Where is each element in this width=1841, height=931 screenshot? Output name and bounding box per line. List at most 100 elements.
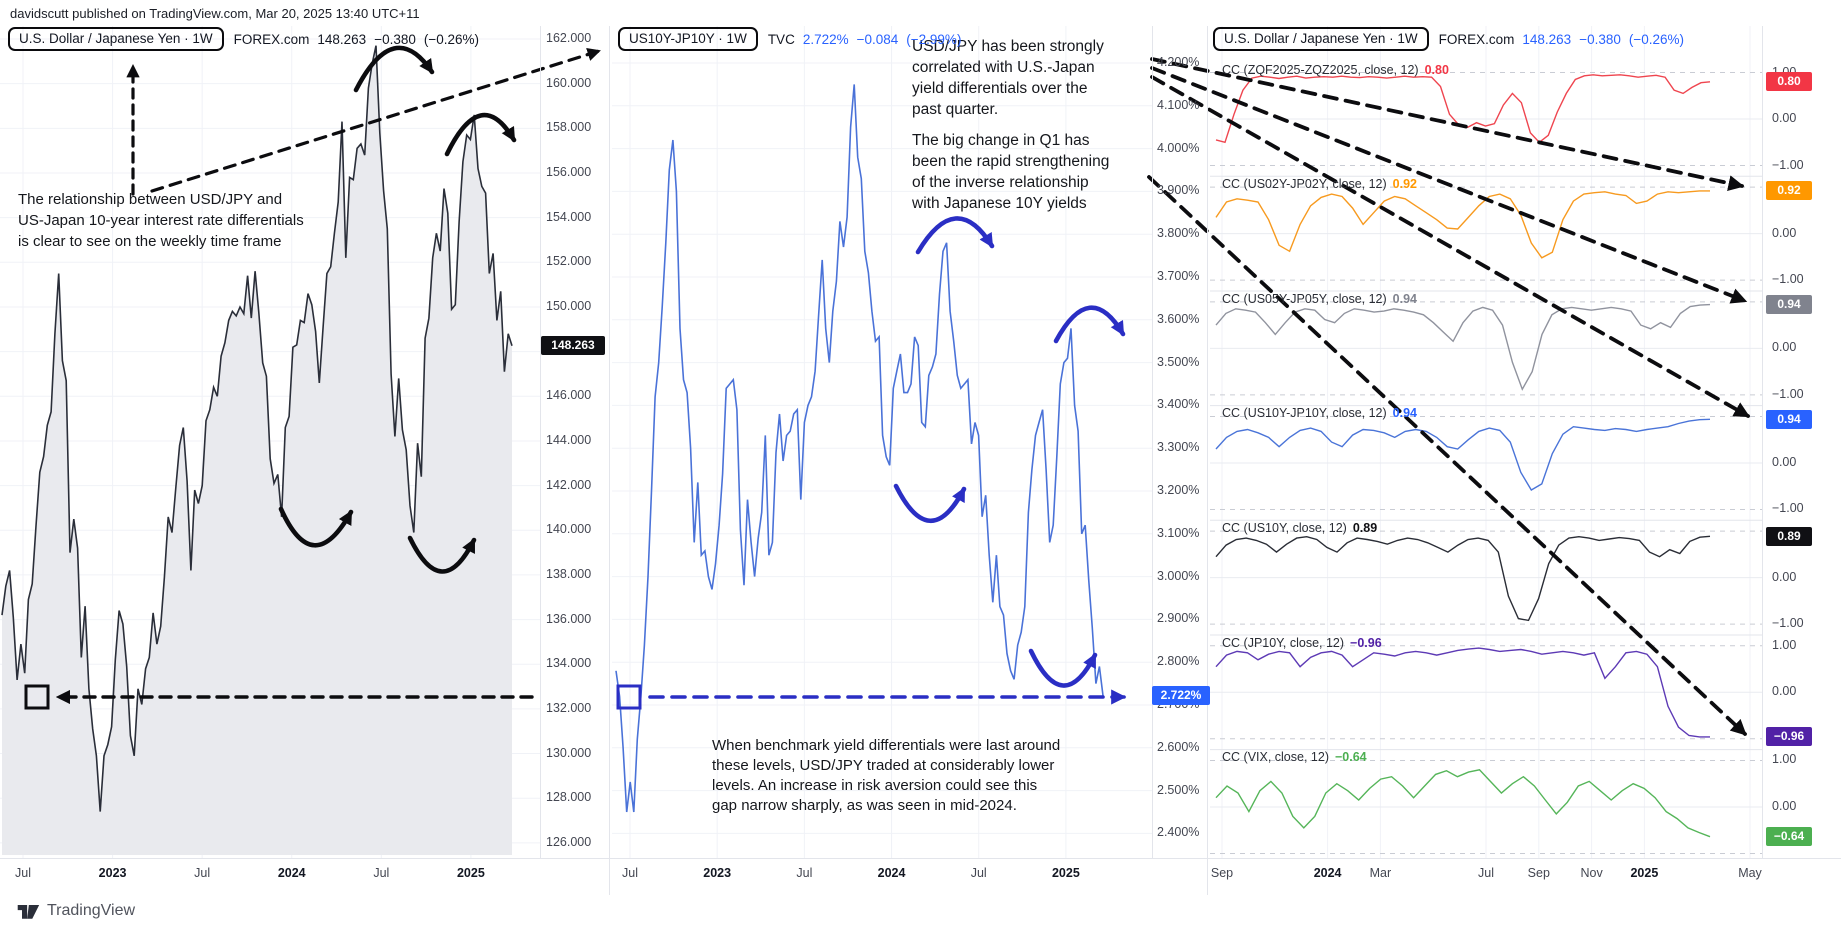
axis-label: −1.00: [1772, 616, 1804, 631]
time-label: Jul: [373, 866, 390, 880]
cc-label: CC (JP10Y, close, 12) −0.96: [1222, 635, 1382, 650]
axis-label: 144.000: [546, 432, 592, 447]
axis-label: 134.000: [546, 656, 592, 671]
cc-line: [1215, 74, 1711, 144]
axis-label: 140.000: [546, 522, 592, 537]
drawn-arrow: [893, 483, 967, 524]
cc-line: [1215, 647, 1710, 738]
spread-title-row: US10Y-JP10Y · 1W TVC 2.722% −0.084 (−2.9…: [618, 27, 961, 51]
value-badge: 0.89: [1766, 526, 1812, 546]
cc-line: [1215, 190, 1710, 259]
axis-label: 3.600%: [1157, 311, 1200, 326]
cc-line: [1215, 535, 1711, 622]
usdjpy-title-box-annotation[interactable]: U.S. Dollar / Japanese Yen · 1W: [8, 27, 224, 51]
axis-label: 142.000: [546, 477, 592, 492]
cc-label: CC (US10Y-JP10Y, close, 12) 0.94: [1222, 406, 1418, 421]
time-label: Sep: [1527, 866, 1550, 880]
time-label: 2024: [877, 866, 906, 880]
spread-change-pct: (−2.99%): [906, 31, 962, 47]
time-label: Jul: [15, 866, 31, 880]
axis-label: 1.00: [1772, 752, 1797, 767]
axis-label: 2.500%: [1157, 782, 1200, 797]
series-layer: [1, 45, 1711, 855]
axis-label: 150.000: [546, 298, 592, 313]
spread-exchange-label: TVC: [767, 31, 795, 47]
cc-label: CC (VIX, close, 12) −0.64: [1222, 750, 1367, 765]
axis-label: 3.900%: [1157, 183, 1200, 198]
tradingview-logo-text: TradingView: [47, 902, 136, 919]
axis-label: 0.00: [1772, 684, 1797, 699]
drawn-arrow: [1150, 75, 1751, 418]
axis-label: 152.000: [546, 254, 592, 269]
cc-line: [1215, 769, 1711, 838]
axis-label: −1.00: [1772, 272, 1804, 287]
correlation-exchange-label: FOREX.com: [1438, 31, 1515, 47]
axis-label: 138.000: [546, 566, 592, 581]
axis-label: 0.00: [1772, 569, 1797, 584]
axis-label: 2.800%: [1157, 654, 1200, 669]
drawn-arrow: [1147, 175, 1747, 736]
value-badge: 0.92: [1766, 181, 1812, 201]
value-badge: 0.80: [1766, 72, 1812, 92]
correlation-title-box-annotation[interactable]: U.S. Dollar / Japanese Yen · 1W: [1213, 27, 1429, 51]
drawn-arrow: [1150, 66, 1748, 304]
correlation-annotation-note: USD/JPY has been strongly correlated wit…: [912, 38, 1104, 118]
axis-label: 3.500%: [1157, 354, 1200, 369]
axis-label: −1.00: [1772, 501, 1804, 516]
annotation-layer: [24, 45, 1751, 736]
axis-label: 132.000: [546, 700, 592, 715]
spread-last-price: 2.722%: [802, 31, 849, 47]
time-label: 2023: [703, 866, 732, 880]
axis-label: 0.00: [1772, 340, 1797, 355]
drawn-box-middle: [616, 684, 642, 710]
axis-label: 3.000%: [1157, 568, 1200, 583]
correlation-change-pct: (−0.26%): [1628, 31, 1685, 47]
axis-label: 0.00: [1772, 111, 1797, 125]
drawn-arrow: [407, 535, 477, 574]
drawn-arrow: [444, 112, 517, 157]
value-badge: 2.722%: [1152, 686, 1210, 706]
drawn-arrow: [278, 506, 354, 548]
axis-label: 1.00: [1772, 637, 1797, 652]
cc-label: CC (US10Y, close, 12) 0.89: [1222, 521, 1378, 536]
time-label: May: [1738, 866, 1762, 880]
usdjpy-last-price: 148.263: [317, 31, 367, 47]
cc-label: CC (ZQF2025-ZQZ2025, close, 12) 0.80: [1222, 62, 1449, 77]
correlation-title-row: U.S. Dollar / Japanese Yen · 1W FOREX.co…: [1213, 27, 1684, 51]
axis-label: 3.100%: [1157, 525, 1200, 540]
axis-label: 156.000: [546, 164, 592, 179]
axis-label: 160.000: [546, 75, 592, 90]
time-label: Jul: [622, 866, 638, 880]
time-label: 2023: [98, 866, 127, 880]
axis-label: 146.000: [546, 388, 592, 403]
cc-line: [1215, 303, 1711, 391]
spread-change: −0.084: [856, 31, 899, 47]
value-badge: −0.96: [1766, 727, 1812, 747]
gap-annotation-note: When benchmark yield differentials were …: [712, 737, 1061, 814]
axis-label: 126.000: [546, 834, 592, 849]
cc-line: [1215, 418, 1711, 491]
axis-label: 4.200%: [1157, 55, 1200, 69]
usdjpy-price-line: [1, 45, 513, 812]
axis-label: 0.00: [1772, 454, 1797, 469]
tradingview-logo-icon: [17, 905, 40, 919]
time-label: Jul: [194, 866, 211, 880]
axis-label: 2.600%: [1157, 739, 1200, 754]
spread-title-box-annotation[interactable]: US10Y-JP10Y · 1W: [618, 27, 758, 51]
axis-label: 2.400%: [1157, 825, 1200, 840]
axis-label: 128.000: [546, 790, 592, 805]
correlation-change: −0.380: [1579, 31, 1621, 47]
axis-label: 162.000: [546, 31, 592, 45]
usdjpy-change-pct: (−0.26%): [423, 31, 480, 47]
axis-label: 158.000: [546, 120, 592, 135]
axis-label: −1.00: [1772, 386, 1804, 401]
left-annotation-note: The relationship between USD/JPY and US-…: [18, 191, 304, 250]
cc-label: CC (US05Y-JP05Y, close, 12) 0.94: [1222, 291, 1418, 306]
drawn-arrow: [353, 45, 435, 93]
correlation-last-price: 148.263: [1522, 31, 1572, 47]
publish-attribution: davidscutt published on TradingView.com,…: [10, 6, 420, 21]
tradingview-logo[interactable]: TradingView: [16, 899, 135, 923]
drawn-arrow: [915, 216, 995, 255]
